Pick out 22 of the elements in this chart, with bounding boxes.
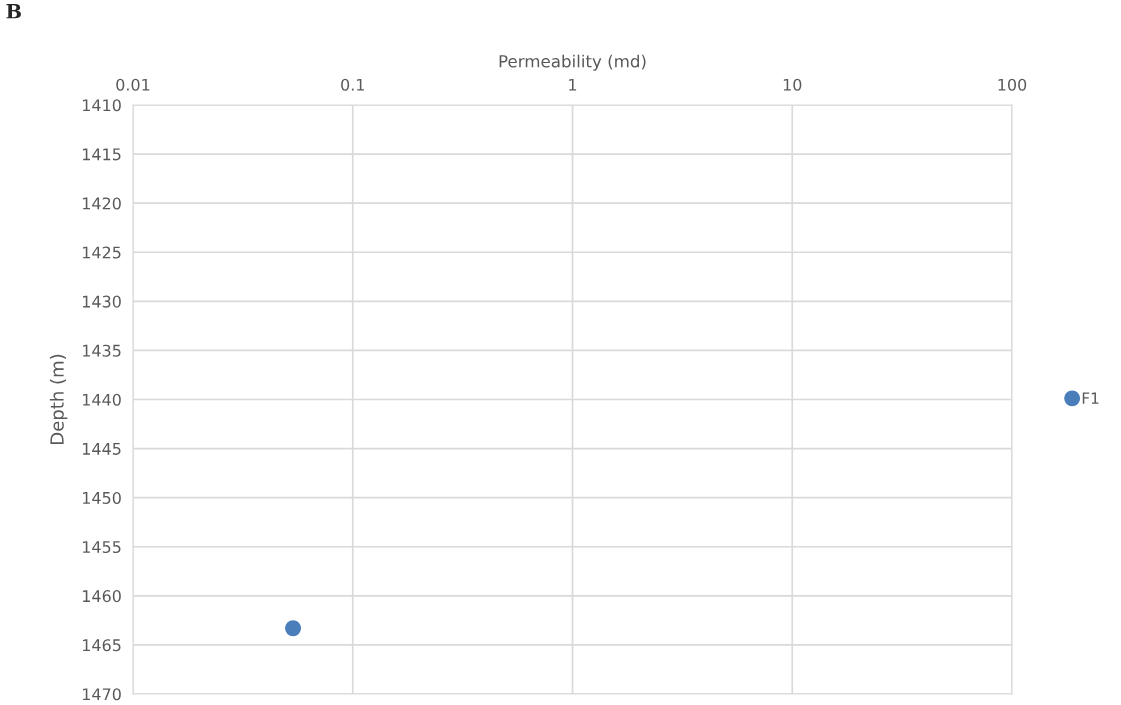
y-tick-label: 1420 xyxy=(82,197,121,210)
x-axis-title: Permeability (md) xyxy=(499,54,646,71)
y-tick-label: 1425 xyxy=(82,246,121,259)
y-tick-label: 1430 xyxy=(82,295,121,308)
x-tick-label: 0.01 xyxy=(116,78,150,91)
text: B xyxy=(6,4,21,19)
y-tick-label: 1410 xyxy=(82,99,121,112)
y-tick-label: 1470 xyxy=(82,688,121,701)
y-tick-label: 1445 xyxy=(82,443,121,455)
legend-label: F1 xyxy=(1082,392,1099,404)
x-tick-label: 0.1 xyxy=(341,78,364,91)
y-tick-label: 1450 xyxy=(82,491,121,504)
x-tick-label: 100 xyxy=(998,78,1027,91)
x-tick-label: 1 xyxy=(569,78,577,91)
y-tick-label: 1435 xyxy=(82,344,121,357)
y-tick-label: 1440 xyxy=(82,393,121,406)
y-tick-label: 1415 xyxy=(82,148,121,161)
y-tick-label: 1455 xyxy=(82,541,121,554)
x-tick-label: 10 xyxy=(783,78,802,91)
y-tick-label: 1465 xyxy=(82,639,121,652)
y-tick-label: 1460 xyxy=(82,590,121,603)
y-axis-title: Depth (m) xyxy=(49,354,68,444)
